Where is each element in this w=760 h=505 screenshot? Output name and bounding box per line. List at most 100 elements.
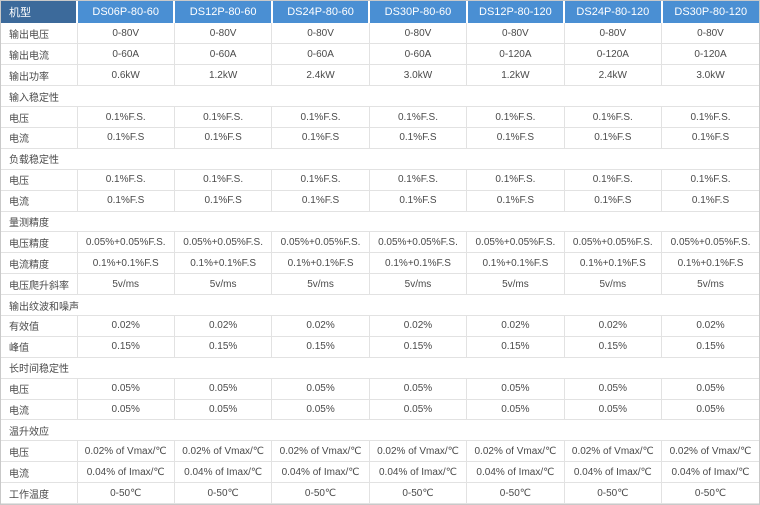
spec-value: 0-80V bbox=[76, 23, 175, 45]
spec-value: 0.1%F.S bbox=[563, 190, 662, 212]
spec-value: 0.02% bbox=[271, 315, 370, 337]
spec-value: 0-50℃ bbox=[661, 482, 759, 504]
spec-value: 0.15% bbox=[271, 336, 370, 358]
spec-table-body: 输出电压 0-80V 0-80V 0-80V 0-80V 0-80V 0-80V 0-80V 输… bbox=[1, 23, 759, 504]
spec-value: 0.05% bbox=[368, 399, 467, 421]
spec-value: 0.1%F.S bbox=[76, 190, 175, 212]
spec-value: 0-60A bbox=[76, 43, 175, 66]
spec-value: 0.02% bbox=[661, 315, 759, 337]
spec-value: 0.05%+0.05%F.S. bbox=[76, 231, 175, 254]
spec-value: 0.1%+0.1%F.S bbox=[563, 252, 662, 275]
spec-value: 0.02% bbox=[368, 315, 467, 337]
spec-row: 电压 0.1%F.S. 0.1%F.S. 0.1%F.S. 0.1%F.S. 0.1%F.… bbox=[1, 169, 759, 191]
spec-value: 0.1%F.S bbox=[368, 127, 467, 149]
section-label: 输入稳定性 bbox=[1, 85, 759, 108]
spec-value: 0.05% bbox=[661, 378, 759, 400]
section-row: 长时间稳定性 bbox=[1, 357, 759, 379]
spec-row: 电流 0.05% 0.05% 0.05% 0.05% 0.05% 0.05% 0.05% bbox=[1, 399, 759, 421]
spec-value: 0.04% of Imax/℃ bbox=[76, 461, 175, 484]
section-label: 负载稳定性 bbox=[1, 148, 759, 170]
spec-value: 0.1%F.S bbox=[173, 127, 272, 149]
spec-value: 0.1%+0.1%F.S bbox=[271, 252, 370, 275]
spec-value: 0.15% bbox=[466, 336, 565, 358]
spec-value: 5v/ms bbox=[173, 273, 272, 296]
spec-value: 0.05% bbox=[466, 378, 565, 400]
row-label: 电流精度 bbox=[1, 252, 77, 275]
spec-value: 0.1%F.S bbox=[661, 127, 759, 149]
spec-value: 5v/ms bbox=[76, 273, 175, 296]
spec-value: 0.15% bbox=[76, 336, 175, 358]
spec-value: 0-60A bbox=[368, 43, 467, 66]
spec-value: 0.05% bbox=[271, 378, 370, 400]
row-label: 电压 bbox=[1, 378, 77, 400]
spec-value: 0.1%F.S. bbox=[661, 169, 759, 191]
spec-value: 0.02% bbox=[76, 315, 175, 337]
spec-value: 0.05% bbox=[76, 399, 175, 421]
row-label: 输出功率 bbox=[1, 64, 77, 87]
section-row: 负载稳定性 bbox=[1, 148, 759, 170]
model-column-header: 机型 bbox=[1, 1, 77, 23]
spec-value: 0.05% bbox=[563, 378, 662, 400]
spec-value: 0-120A bbox=[563, 43, 662, 66]
spec-row: 电流 0.1%F.S 0.1%F.S 0.1%F.S 0.1%F.S 0.1%F.S 0.1… bbox=[1, 127, 759, 149]
spec-value: 0-50℃ bbox=[563, 482, 662, 504]
spec-value: 5v/ms bbox=[563, 273, 662, 296]
row-label: 工作温度 bbox=[1, 482, 77, 504]
model-header-1: DS06P-80-60 bbox=[75, 1, 175, 23]
spec-value: 0.1%F.S. bbox=[76, 169, 175, 191]
spec-value: 0.02% of Vmax/℃ bbox=[368, 440, 467, 463]
row-label: 峰值 bbox=[1, 336, 77, 358]
spec-value: 0.1%+0.1%F.S bbox=[76, 252, 175, 275]
spec-value: 0.1%+0.1%F.S bbox=[173, 252, 272, 275]
spec-row: 有效值 0.02% 0.02% 0.02% 0.02% 0.02% 0.02% 0.02% bbox=[1, 315, 759, 337]
spec-value: 0-50℃ bbox=[466, 482, 565, 504]
spec-value: 0.05%+0.05%F.S. bbox=[271, 231, 370, 254]
spec-value: 0.05% bbox=[563, 399, 662, 421]
spec-value: 0.1%F.S. bbox=[368, 106, 467, 128]
spec-value: 0.05%+0.05%F.S. bbox=[661, 231, 759, 254]
model-header-2: DS12P-80-60 bbox=[173, 1, 272, 23]
spec-value: 0-50℃ bbox=[173, 482, 272, 504]
model-header-row: 机型 DS06P-80-60 DS12P-80-60 DS24P-80-60 DS30P… bbox=[1, 1, 759, 23]
row-label: 有效值 bbox=[1, 315, 77, 337]
spec-value: 0-60A bbox=[173, 43, 272, 66]
row-label: 电压 bbox=[1, 169, 77, 191]
spec-value: 0.1%F.S. bbox=[271, 106, 370, 128]
spec-value: 0.02% of Vmax/℃ bbox=[563, 440, 662, 463]
model-header-7: DS30P-80-120 bbox=[660, 1, 759, 23]
spec-value: 0.15% bbox=[173, 336, 272, 358]
spec-value: 0.02% of Vmax/℃ bbox=[661, 440, 759, 463]
spec-value: 0.05% bbox=[76, 378, 175, 400]
spec-value: 0.05%+0.05%F.S. bbox=[466, 231, 565, 254]
spec-row: 工作温度 0-50℃ 0-50℃ 0-50℃ 0-50℃ 0-50℃ 0-50℃ 0-50℃ bbox=[1, 482, 759, 504]
spec-value: 0.1%F.S bbox=[173, 190, 272, 212]
spec-value: 0.6kW bbox=[76, 64, 175, 87]
spec-value: 0.1%F.S. bbox=[173, 169, 272, 191]
spec-value: 5v/ms bbox=[368, 273, 467, 296]
model-header-4: DS30P-80-60 bbox=[368, 1, 467, 23]
spec-value: 0-120A bbox=[661, 43, 759, 66]
spec-value: 0-80V bbox=[563, 23, 662, 45]
spec-value: 0.05% bbox=[661, 399, 759, 421]
spec-value: 3.0kW bbox=[368, 64, 467, 87]
spec-value: 0.05% bbox=[173, 378, 272, 400]
spec-value: 0-50℃ bbox=[76, 482, 175, 504]
model-header-5: DS12P-80-120 bbox=[465, 1, 565, 23]
spec-value: 0.04% of Imax/℃ bbox=[466, 461, 565, 484]
spec-value: 0.1%F.S. bbox=[173, 106, 272, 128]
row-label: 电压 bbox=[1, 106, 77, 128]
spec-value: 0.1%F.S. bbox=[466, 106, 565, 128]
spec-value: 5v/ms bbox=[661, 273, 759, 296]
spec-value: 0.05% bbox=[173, 399, 272, 421]
spec-value: 0.1%F.S bbox=[466, 127, 565, 149]
spec-value: 0.02% of Vmax/℃ bbox=[271, 440, 370, 463]
spec-value: 0-80V bbox=[466, 23, 565, 45]
row-label: 电流 bbox=[1, 127, 77, 149]
spec-row: 电压爬升斜率 5v/ms 5v/ms 5v/ms 5v/ms 5v/ms 5v/ms 5v/m… bbox=[1, 273, 759, 296]
spec-value: 0.1%+0.1%F.S bbox=[466, 252, 565, 275]
spec-value: 0.04% of Imax/℃ bbox=[661, 461, 759, 484]
spec-row: 电压 0.1%F.S. 0.1%F.S. 0.1%F.S. 0.1%F.S. 0.1%F.… bbox=[1, 106, 759, 128]
spec-value: 0.02% of Vmax/℃ bbox=[173, 440, 272, 463]
spec-value: 0.1%+0.1%F.S bbox=[368, 252, 467, 275]
